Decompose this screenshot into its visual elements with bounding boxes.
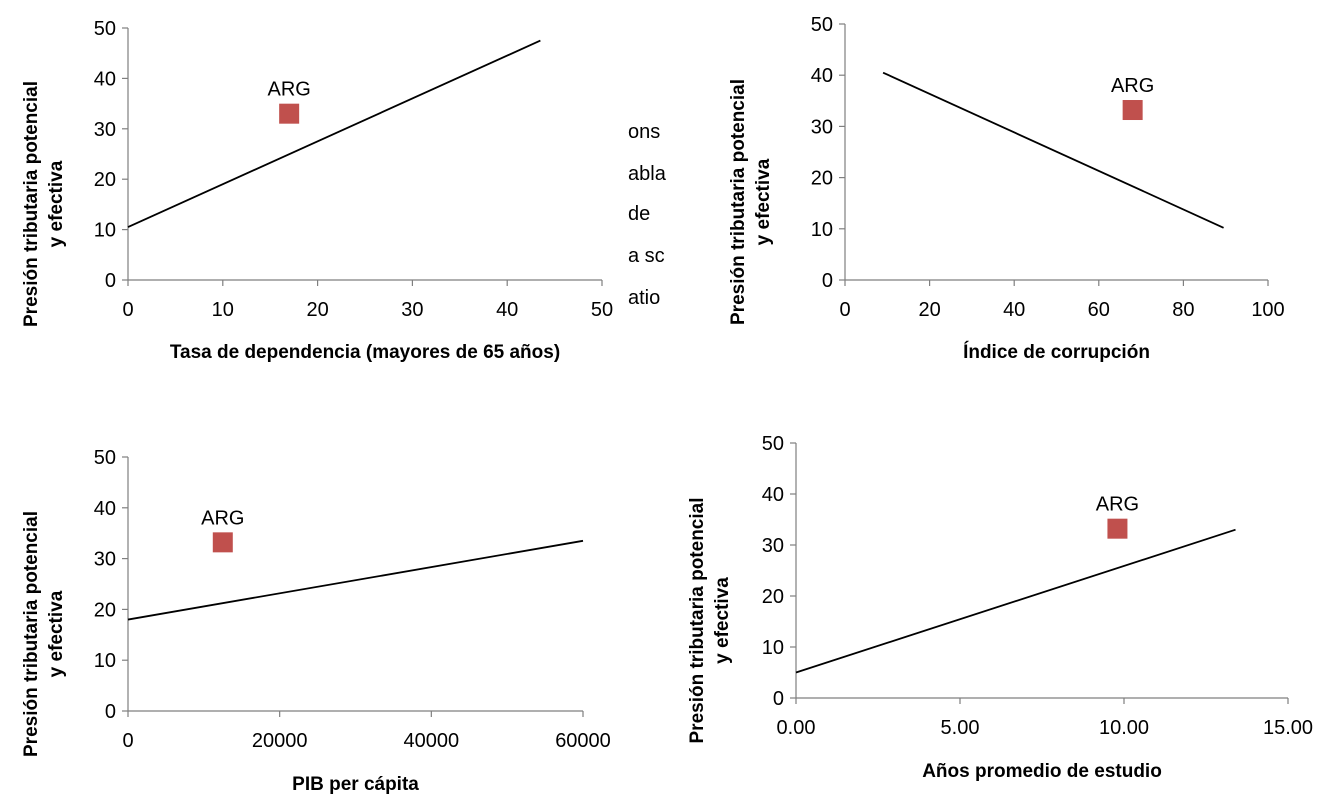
y-tick-label: 10 [762,637,784,659]
trend-line [127,539,584,621]
x-tick-label: 10 [212,299,234,321]
x-tick-label: 20 [306,299,328,321]
y-tick-label: 20 [94,169,116,191]
x-axis-title: Años promedio de estudio [922,761,1162,782]
x-tick-label: 5.00 [941,717,980,739]
y-tick-label: 50 [762,433,784,455]
x-tick-label: 30 [401,299,423,321]
y-tick-label: 0 [822,270,833,292]
y-tick-label: 20 [762,586,784,608]
x-tick-label: 0 [122,299,133,321]
data-point-label: ARG [201,507,244,529]
y-tick-label: 40 [94,498,116,520]
x-axis-title: Tasa de dependencia (mayores de 65 años) [170,342,560,363]
y-tick-label: 40 [94,68,116,90]
y-axis-title-line: y efectiva [46,160,67,247]
x-axis-title: Índice de corrupción [963,341,1150,363]
y-axis-title-line: y efectiva [46,590,67,677]
y-tick-label: 10 [94,220,116,242]
x-tick-label: 50 [591,299,613,321]
data-point-marker [212,532,233,553]
y-tick-label: 20 [94,599,116,621]
x-tick-label: 20 [918,299,940,321]
plot-area [796,437,1290,700]
y-tick-label: 30 [94,119,116,141]
background-text-fragments: ons abla de a sc atio [628,121,667,309]
y-tick-label: 50 [94,447,116,469]
x-tick-label: 15.00 [1263,717,1313,739]
x-tick-label: 80 [1172,299,1194,321]
background-text-fragment: de [628,203,650,225]
y-tick-label: 50 [811,14,833,36]
x-tick-label: 100 [1251,299,1284,321]
y-tick-label: 0 [773,688,784,710]
background-text-fragment: ons [628,121,660,143]
y-tick-label: 30 [94,549,116,571]
x-tick-label: 0.00 [777,717,816,739]
y-axis-title-line: y efectiva [712,577,733,664]
background-text-fragment: a sc [628,245,665,267]
y-tick-label: 40 [762,484,784,506]
data-point-marker [279,103,300,124]
x-axis-title: PIB per cápita [292,774,419,795]
x-tick-label: 10.00 [1099,717,1149,739]
data-point-label: ARG [1096,494,1139,516]
y-axis-title-line: Presión tributaria potencial [687,498,708,744]
plot-area [128,22,604,282]
x-tick-label: 0 [122,730,133,752]
background-text-fragment: atio [628,287,660,309]
x-tick-label: 40 [1003,299,1025,321]
y-tick-label: 10 [94,650,116,672]
y-axis-title-line: Presión tributaria potencial [728,79,749,325]
scatter-chart-2: 0 10 20 30 40 50 0 20 40 60 80 100 ARG Índice de corr… [728,14,1285,363]
scatter-chart-3: 0 10 20 30 40 50 0 20000 40000 60000 ARG PIB per cá… [21,447,611,795]
x-tick-label: 0 [839,299,850,321]
y-tick-label: 0 [105,270,116,292]
data-point-label: ARG [1111,75,1154,97]
y-tick-label: 50 [94,18,116,40]
data-point-label: ARG [267,79,310,101]
trend-line [127,39,541,228]
x-tick-label: 40 [496,299,518,321]
y-tick-label: 30 [811,116,833,138]
trend-line [882,71,1224,229]
x-tick-label: 60000 [555,730,611,752]
y-tick-label: 0 [105,701,116,723]
data-point-marker [1122,100,1143,121]
plot-area [128,451,585,713]
background-text-fragment: abla [628,163,667,185]
y-tick-label: 20 [811,168,833,190]
y-tick-label: 40 [811,65,833,87]
y-axis-title-line: Presión tributaria potencial [21,511,42,757]
data-point-marker [1107,518,1128,539]
scatter-chart-1: 0 10 20 30 40 50 0 10 20 30 40 50 ARG Tasa de depende… [21,18,613,363]
plot-area [845,18,1270,282]
scatter-chart-4: 0 10 20 30 40 50 0.00 5.00 10.00 15.00 ARG Años pro… [687,433,1313,782]
x-tick-label: 60 [1088,299,1110,321]
y-tick-label: 30 [762,535,784,557]
x-tick-label: 20000 [252,730,308,752]
trend-line [795,528,1236,674]
y-tick-label: 10 [811,219,833,241]
y-axis-title-line: Presión tributaria potencial [21,81,42,327]
charts-container: 0 10 20 30 40 50 0 10 20 30 40 50 ARG Tasa de depende… [21,14,1313,795]
y-axis-title-line: y efectiva [753,158,774,245]
x-tick-label: 40000 [404,730,460,752]
